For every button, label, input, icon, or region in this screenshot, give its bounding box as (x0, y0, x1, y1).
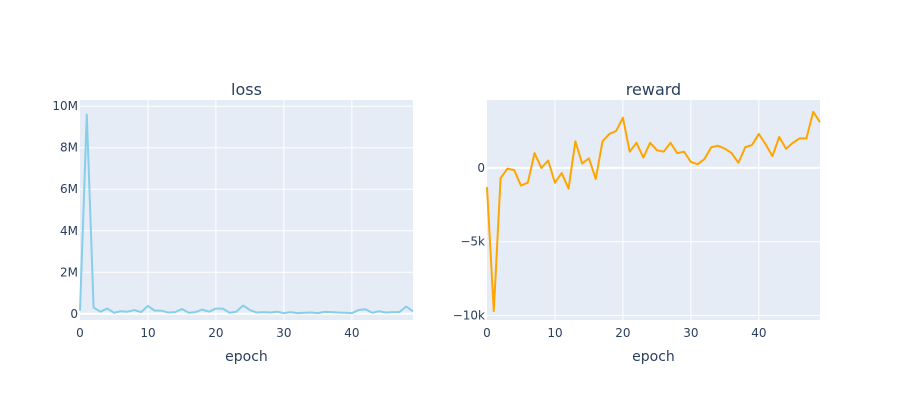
x-tick-label: 10 (140, 326, 155, 340)
x-tick-label: 20 (615, 326, 630, 340)
loss-subplot: loss 0 10 20 30 40 0 2M 4M 6M 8M 10M epoch (52, 80, 414, 365)
y-tick-label: −5k (460, 235, 485, 249)
x-tick-label: 10 (547, 326, 562, 340)
y-tick-label: 6M (60, 182, 78, 196)
plot-background (80, 100, 413, 320)
plot-background (487, 100, 820, 320)
y-tick-label: 10M (52, 99, 78, 113)
x-axis-title: epoch (632, 349, 675, 365)
loss-title: loss (231, 80, 262, 99)
y-tick-label: 0 (70, 307, 78, 321)
y-tick-label: 8M (60, 141, 78, 155)
reward-title: reward (626, 80, 681, 99)
x-tick-label: 0 (76, 326, 84, 340)
loss-series-line (79, 113, 414, 315)
x-tick-label: 0 (483, 326, 491, 340)
x-tick-label: 30 (276, 326, 291, 340)
x-axis-title: epoch (225, 349, 268, 365)
y-tick-label: 2M (60, 265, 78, 279)
y-tick-label: 4M (60, 224, 78, 238)
reward-subplot: reward 0 10 20 30 40 0 −5k −10k epoch (453, 80, 821, 365)
x-tick-label: 40 (751, 326, 766, 340)
x-tick-label: 20 (208, 326, 223, 340)
y-tick-label: 0 (477, 161, 485, 175)
x-tick-label: 40 (344, 326, 359, 340)
reward-series-line (486, 110, 821, 313)
x-tick-label: 30 (683, 326, 698, 340)
y-tick-label: −10k (453, 309, 485, 323)
